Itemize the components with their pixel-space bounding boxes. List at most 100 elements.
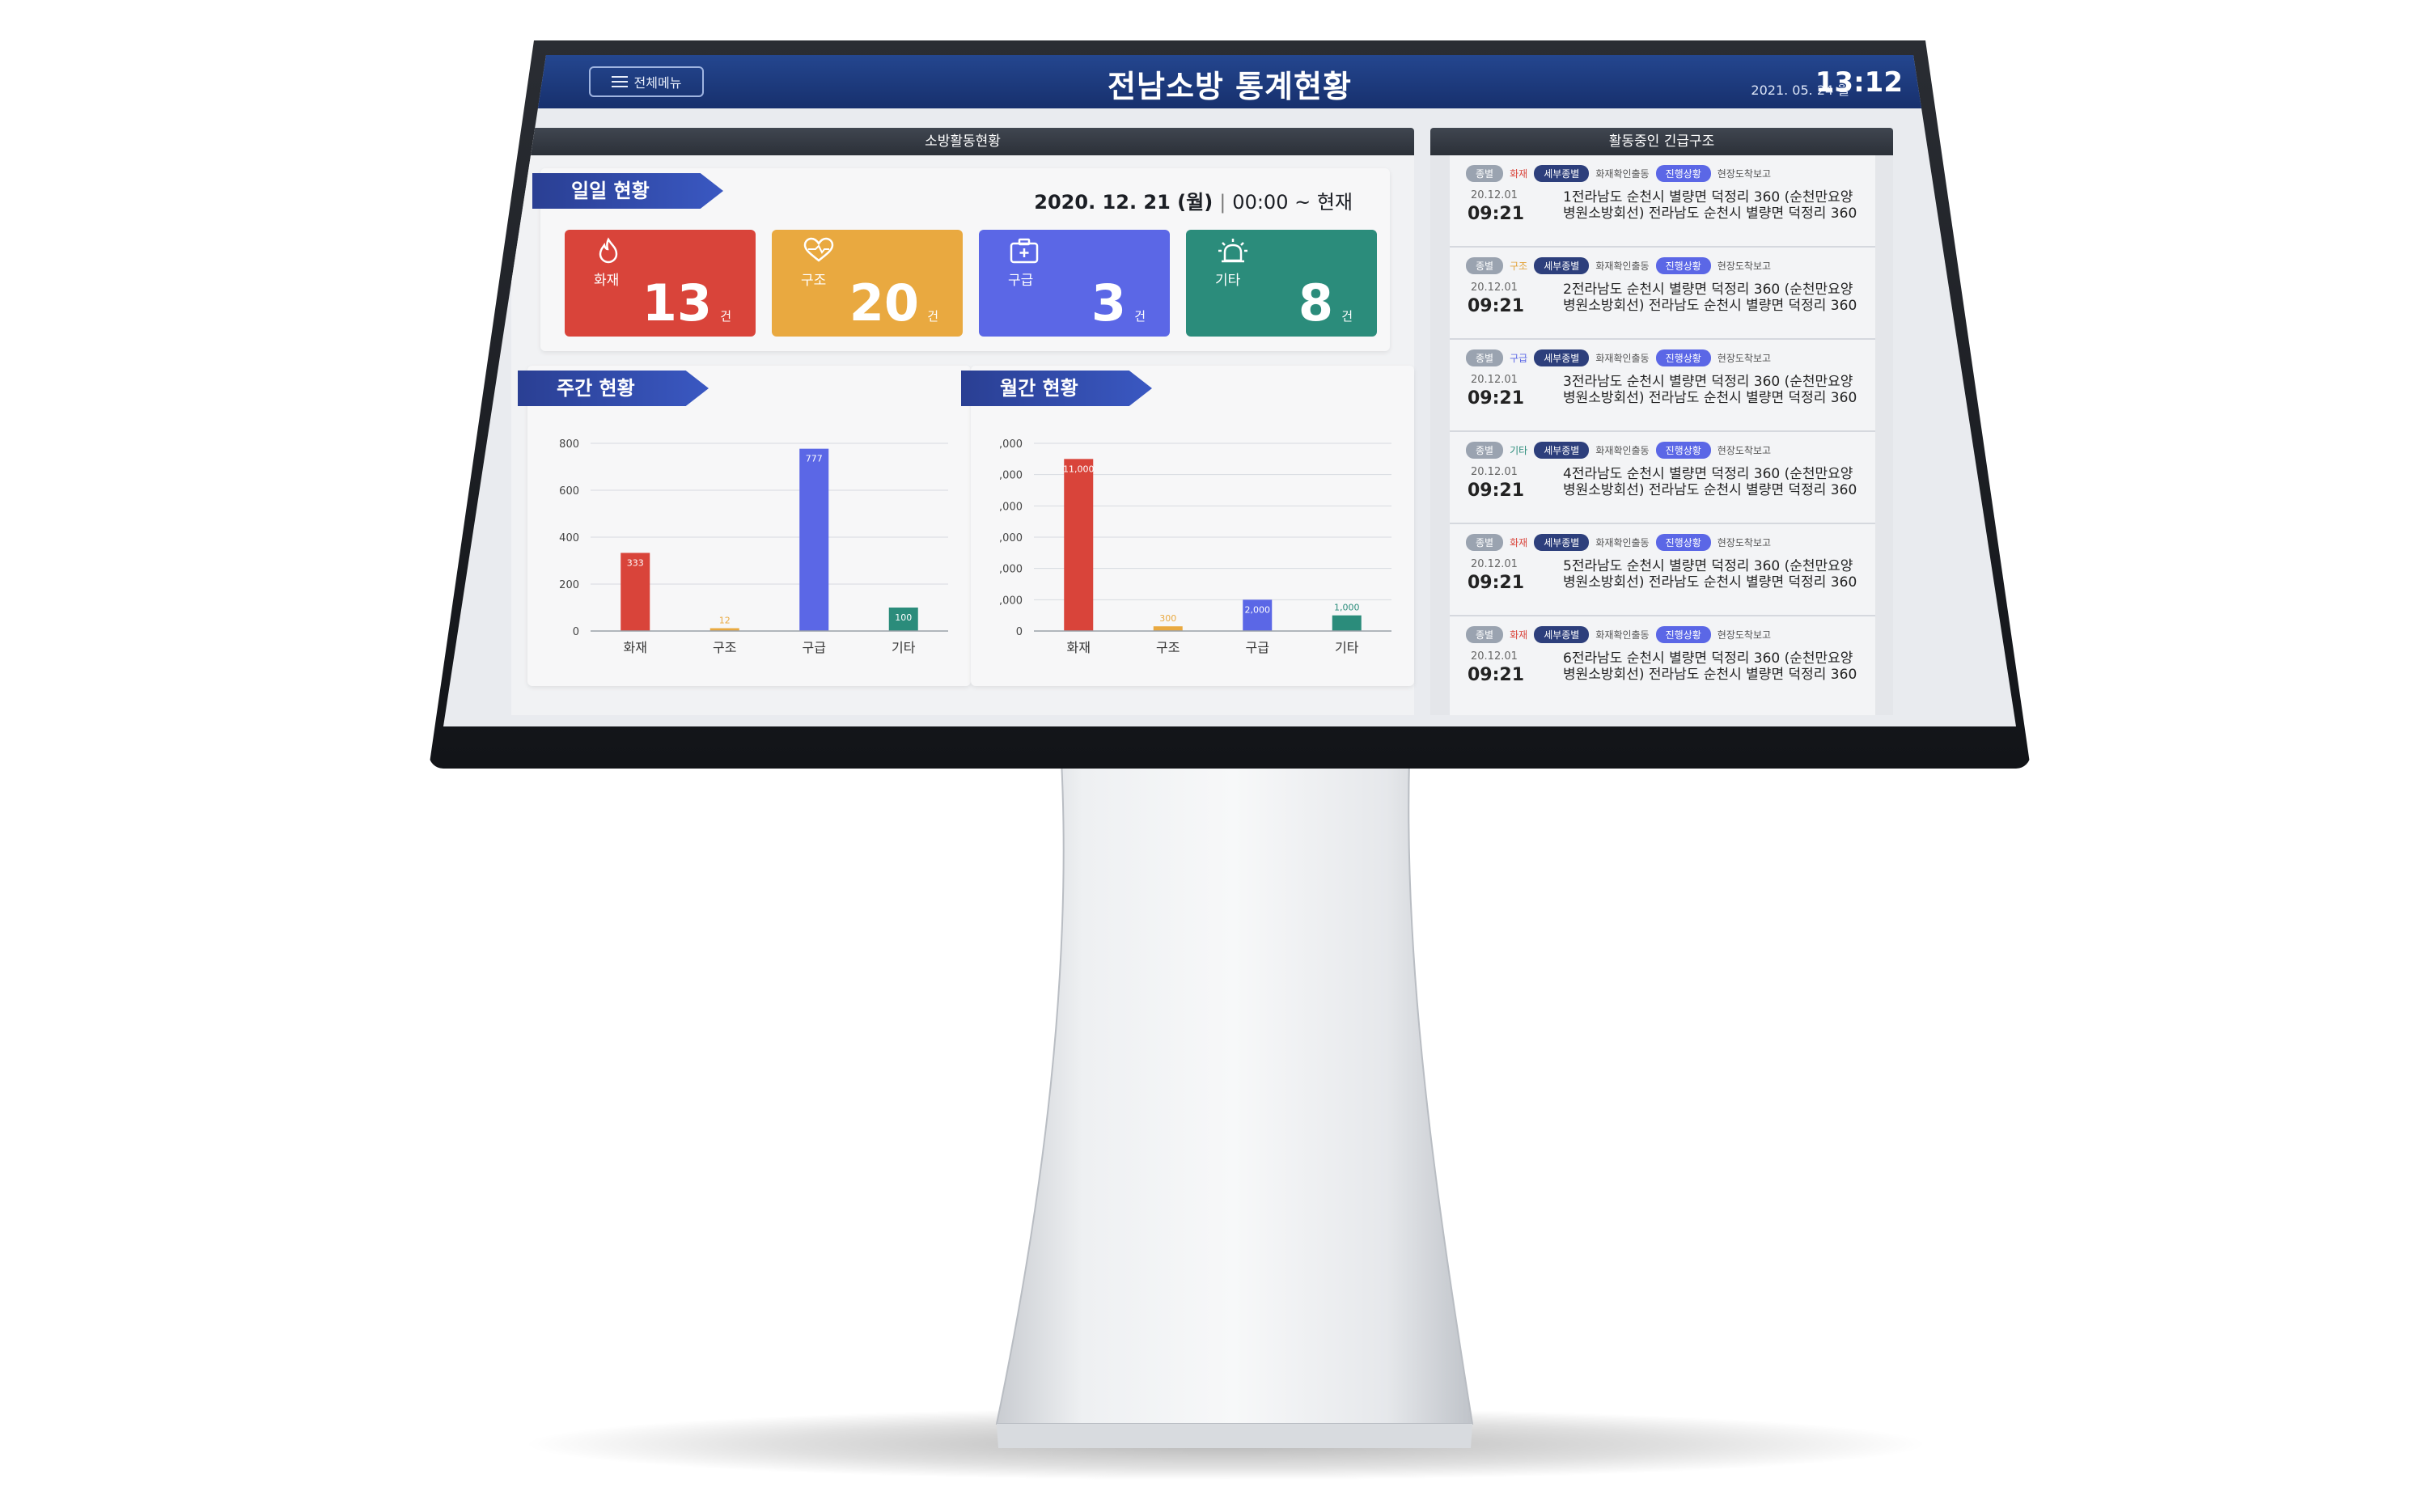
incident-time: 09:21 [1468,665,1525,685]
list-item[interactable]: 종별 구급 세부종별 화재확인출동 진행상황 현장도착보고 20.12.01 0… [1450,340,1875,432]
monthly-bar [1243,599,1273,631]
stat-card-ems[interactable]: 구급 3 건 [979,230,1170,337]
daily-status-ribbon: 일일 현황 [532,173,723,209]
daily-date: 2020. 12. 21 (월) [1034,191,1214,214]
incident-detail: 화재확인출동 [1595,168,1650,180]
monthly-category-label: 구급 [1246,640,1269,655]
incident-status: 현장도착보고 [1717,168,1772,180]
incident-date: 20.12.01 [1471,282,1518,294]
incident-status: 현장도착보고 [1717,353,1772,364]
status-tag: 진행상황 [1655,257,1711,274]
daily-date-range: 2020. 12. 21 (월) | 00:00 ~ 현재 [1034,186,1353,214]
weekly-category-label: 구급 [803,640,826,655]
activity-panel-title: 소방활동현황 [511,128,1414,155]
incident-address: 4전라남도 순천시 별량면 덕정리 360 (순천만요양병원소방회선) 전라남도… [1563,466,1857,498]
monthly-category-label: 구조 [1156,640,1180,655]
monthly-ytick-label: ,000 [999,438,1023,451]
incident-tags: 종별 화재 세부종별 화재확인출동 진행상황 현장도착보고 [1466,165,1771,182]
weekly-value-label: 12 [719,616,731,626]
full-menu-button[interactable]: 전체메뉴 [589,66,704,97]
kind-tag: 종별 [1466,626,1504,643]
incident-detail: 화재확인출동 [1595,537,1650,548]
incident-tags: 종별 구급 세부종별 화재확인출동 진행상황 현장도착보고 [1466,349,1771,366]
daily-status-box: 일일 현황 2020. 12. 21 (월) | 00:00 ~ 현재 화재 13 … [532,168,1390,351]
incident-status: 현장도착보고 [1717,260,1772,272]
stat-unit-rescue: 건 [927,309,938,324]
daily-time-range: 00:00 ~ 현재 [1232,191,1353,214]
incident-time: 09:21 [1468,204,1525,224]
incident-address: 6전라남도 순천시 별량면 덕정리 360 (순천만요양병원소방회선) 전라남도… [1563,650,1857,683]
monthly-value-label: 300 [1159,613,1176,624]
siren-icon [1215,236,1251,272]
status-tag: 진행상황 [1655,626,1711,643]
medical-kit-icon [1008,236,1040,272]
flame-icon [594,236,623,272]
incident-status: 현장도착보고 [1717,537,1772,548]
list-item[interactable]: 종별 화재 세부종별 화재확인출동 진행상황 현장도착보고 20.12.01 0… [1450,616,1875,709]
incident-detail: 화재확인출동 [1595,445,1650,456]
daily-separator: | [1219,191,1226,214]
status-tag: 진행상황 [1655,442,1711,459]
monthly-value-label: 11,000 [1063,464,1095,474]
emergency-panel-title: 활동중인 긴급구조 [1430,128,1893,155]
list-item[interactable]: 종별 화재 세부종별 화재확인출동 진행상황 현장도착보고 20.12.01 0… [1450,155,1875,248]
stat-value-ems: 3 [1091,273,1126,332]
incident-kind: 화재 [1510,629,1528,641]
stat-label-other: 기타 [1215,273,1241,289]
weekly-value-label: 100 [895,612,912,623]
detail-tag: 세부종별 [1534,626,1590,643]
kind-tag: 종별 [1466,349,1504,366]
kind-tag: 종별 [1466,534,1504,551]
weekly-ytick-label: 800 [559,438,579,451]
incident-address: 5전라남도 순천시 별량면 덕정리 360 (순천만요양병원소방회선) 전라남도… [1563,558,1857,591]
emergency-list: 종별 화재 세부종별 화재확인출동 진행상황 현장도착보고 20.12.01 0… [1450,155,1875,715]
stat-value-fire: 13 [642,273,712,332]
stat-card-fire[interactable]: 화재 13 건 [565,230,756,337]
header-clock: 13:12 [1815,66,1903,99]
list-item[interactable]: 종별 기타 세부종별 화재확인출동 진행상황 현장도착보고 20.12.01 0… [1450,432,1875,524]
weekly-ytick-label: 600 [559,485,579,498]
status-tag: 진행상황 [1655,349,1711,366]
stat-value-rescue: 20 [849,273,919,332]
header-date: 2021. 05. 24 월 [1751,83,1849,98]
stat-label-ems: 구급 [1008,273,1034,289]
emergency-panel: 활동중인 긴급구조 종별 화재 세부종별 화재확인출동 진행상황 현장도착보고 … [1430,128,1893,715]
incident-detail: 화재확인출동 [1595,260,1650,272]
weekly-ytick-label: 400 [559,532,579,544]
weekly-category-label: 구조 [713,640,736,655]
monthly-value-label: 1,000 [1334,603,1360,613]
monthly-ytick-label: ,000 [999,470,1023,482]
stat-card-other[interactable]: 기타 8 건 [1186,230,1377,337]
weekly-bar-chart: 0 200 400 600 800 333 화재 12 구조 777 구급 100 기타 [559,438,948,655]
status-tag: 진행상황 [1655,165,1711,182]
kind-tag: 종별 [1466,442,1504,459]
list-item[interactable]: 종별 화재 세부종별 화재확인출동 진행상황 현장도착보고 20.12.01 0… [1450,524,1875,616]
weekly-bar [888,608,918,631]
incident-status: 현장도착보고 [1717,629,1772,641]
monthly-ytick-label: ,000 [999,595,1023,607]
page-title: 전남소방 통계현황 [1108,69,1352,104]
monthly-ytick-label: 0 [1016,626,1023,638]
weekly-category-label: 기타 [892,640,916,655]
heart-hand-icon [801,236,837,272]
incident-tags: 종별 화재 세부종별 화재확인출동 진행상황 현장도착보고 [1466,626,1771,643]
monthly-ytick-label: ,000 [999,501,1023,513]
incident-date: 20.12.01 [1471,374,1518,386]
incident-kind: 화재 [1510,168,1528,180]
incident-time: 09:21 [1468,573,1525,593]
stat-value-other: 8 [1298,273,1333,332]
weekly-status-ribbon: 주간 현황 [518,371,709,406]
incident-date: 20.12.01 [1471,466,1518,478]
weekly-bar [709,628,739,631]
monthly-ytick-label: ,000 [999,564,1023,576]
incident-kind: 구급 [1510,353,1528,364]
stat-unit-fire: 건 [720,309,731,324]
list-item[interactable]: 종별 구조 세부종별 화재확인출동 진행상황 현장도착보고 20.12.01 0… [1450,248,1875,340]
incident-time: 09:21 [1468,388,1525,409]
stat-card-rescue[interactable]: 구조 20 건 [772,230,963,337]
weekly-bar [799,448,829,631]
weekly-value-label: 777 [806,454,823,464]
monthly-category-label: 화재 [1067,640,1091,655]
